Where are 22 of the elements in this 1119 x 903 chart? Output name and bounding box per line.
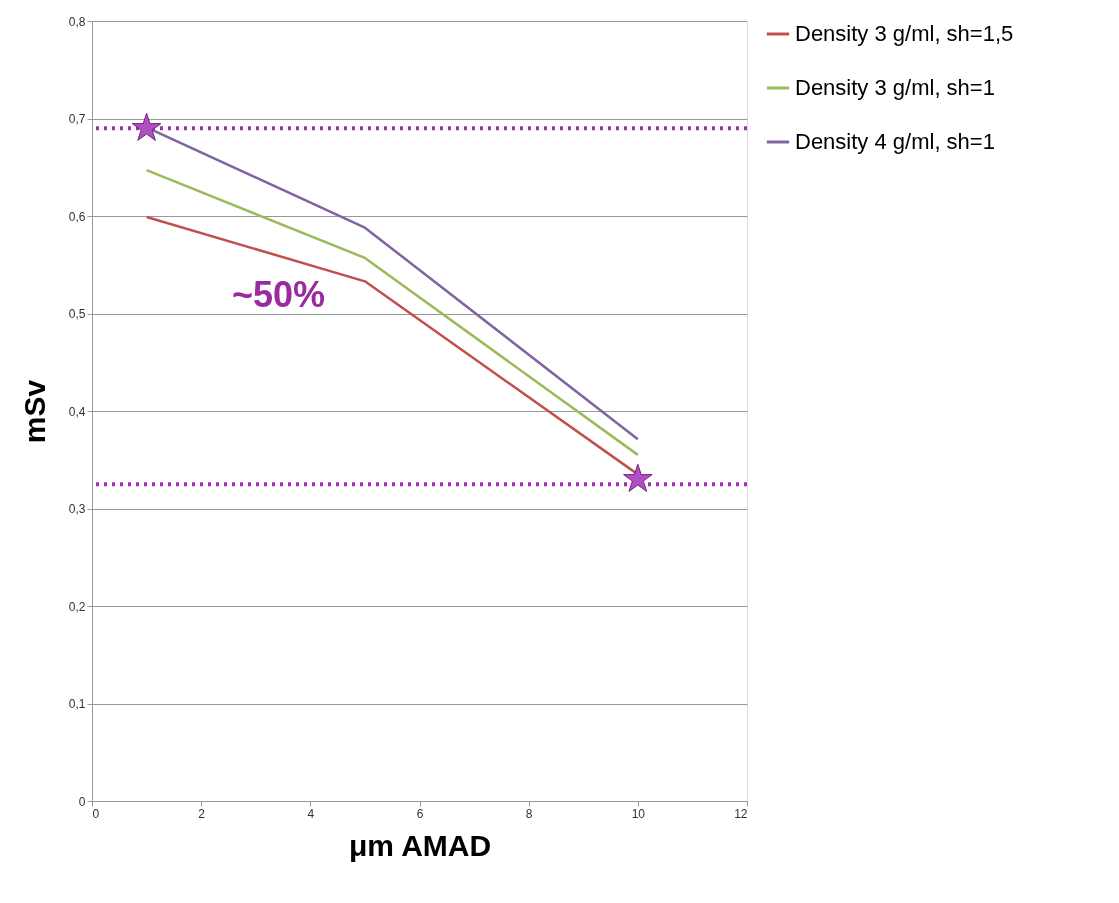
annotation: ~50%	[232, 274, 326, 315]
x-tick-label: 2	[198, 806, 206, 821]
x-tick-label: 8	[525, 806, 533, 821]
y-tick-label: 0,4	[68, 404, 86, 419]
legend-label: Density 3 g/ml, sh=1,5	[795, 21, 1014, 46]
y-tick-label: 0,5	[68, 307, 86, 321]
y-axis-title: mSv	[17, 379, 51, 444]
x-axis-title: μm AMAD	[348, 828, 492, 862]
y-tick-label: 0,1	[68, 697, 86, 711]
y-tick-label: 0,2	[68, 599, 86, 614]
legend-label: Density 3 g/ml, sh=1	[795, 75, 995, 100]
x-tick-label: 4	[307, 806, 315, 821]
y-tick-label: 0,8	[68, 14, 86, 29]
y-tick-label: 0,6	[68, 209, 86, 224]
x-tick-label: 10	[631, 806, 646, 821]
legend-label: Density 4 g/ml, sh=1	[795, 129, 995, 154]
y-tick-label: 0,3	[68, 502, 86, 516]
y-tick-label: 0,7	[68, 112, 86, 126]
x-tick-label: 6	[416, 806, 424, 821]
y-tick-label: 0	[78, 794, 86, 809]
x-tick-label: 0	[92, 806, 100, 821]
x-tick-label: 12	[734, 806, 748, 821]
